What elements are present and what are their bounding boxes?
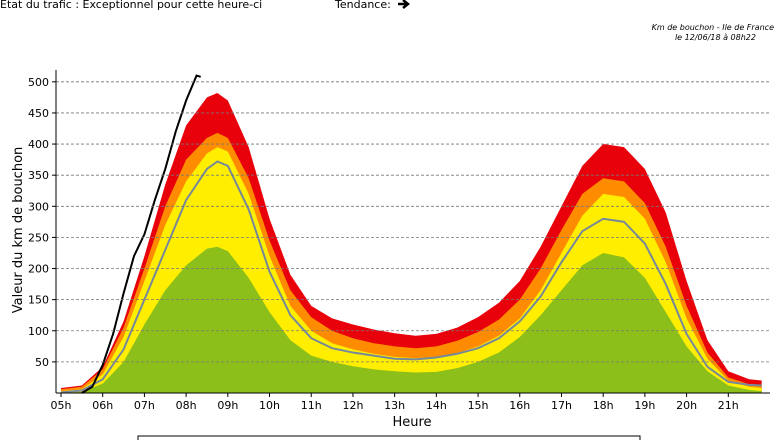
- x-tick-label: 13h: [384, 399, 405, 412]
- legend-box: [137, 435, 641, 440]
- x-tick-label: 09h: [217, 399, 238, 412]
- x-tick-label: 21h: [718, 399, 739, 412]
- y-tick-label: 50: [35, 356, 49, 369]
- x-tick-label: 07h: [134, 399, 155, 412]
- x-axis-label: Heure: [392, 415, 431, 430]
- chart-title: Km de bouchon - Ile de France: [652, 23, 774, 32]
- x-tick-label: 05h: [51, 399, 72, 412]
- y-tick-label: 400: [28, 138, 49, 151]
- series-line: [81, 74, 202, 394]
- plot-area: 50 100 150 200 250 300 350 400 450 500 05h 06h 07h 08…: [28, 70, 770, 412]
- x-tick-label: 17h: [551, 399, 572, 412]
- x-tick-label: 11h: [301, 399, 322, 412]
- y-tick-label: 300: [28, 200, 49, 213]
- y-tick-label: 500: [28, 76, 49, 89]
- y-tick-label: 350: [28, 169, 49, 182]
- chart-subtitle: le 12/06/18 à 08h22: [675, 33, 756, 42]
- status-text: Etat du trafic : Exceptionnel pour cette…: [0, 0, 262, 11]
- x-tick-label: 20h: [676, 399, 697, 412]
- x-tick-label: 12h: [342, 399, 363, 412]
- trend-arrow: [398, 0, 411, 9]
- x-tick-label: 16h: [509, 399, 530, 412]
- x-tick-label: 19h: [634, 399, 655, 412]
- y-tick-label: 450: [28, 107, 49, 120]
- y-tick-label: 150: [28, 294, 49, 307]
- series-line: [60, 160, 762, 394]
- x-tick-label: 14h: [426, 399, 447, 412]
- x-tick-label: 10h: [259, 399, 280, 412]
- y-tick-label: 200: [28, 263, 49, 276]
- x-tick-label: 08h: [176, 399, 197, 412]
- x-tick-label: 18h: [593, 399, 614, 412]
- band-area: [61, 246, 762, 393]
- x-tick-label: 06h: [92, 399, 113, 412]
- y-axis-label: Valeur du km de bouchon: [11, 147, 26, 314]
- y-tick-label: 100: [28, 325, 49, 338]
- trend-label: Tendance:: [334, 0, 391, 11]
- x-tick-label: 15h: [468, 399, 489, 412]
- y-tick-label: 250: [28, 231, 49, 244]
